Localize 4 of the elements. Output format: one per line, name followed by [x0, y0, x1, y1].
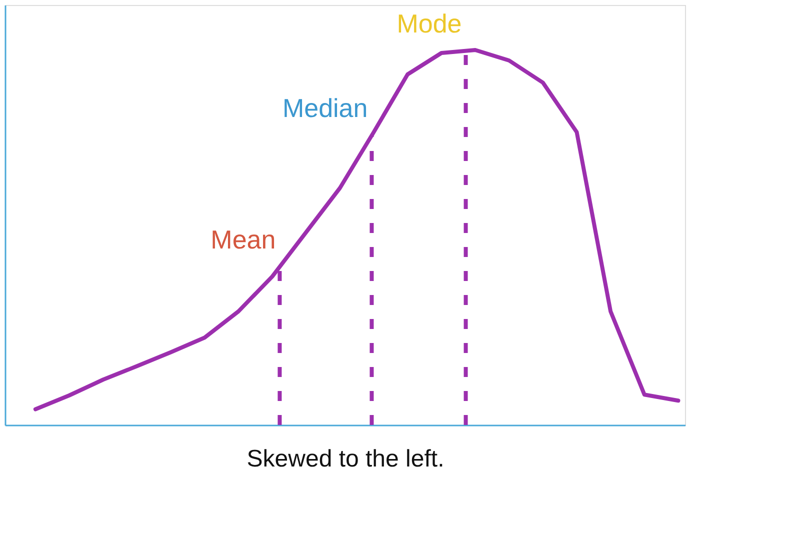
annotation: Mean: [210, 224, 276, 255]
text: Mode: [396, 8, 462, 39]
x-axis-title: Skewed to the left.: [246, 446, 444, 472]
annotation: Median: [282, 93, 368, 124]
